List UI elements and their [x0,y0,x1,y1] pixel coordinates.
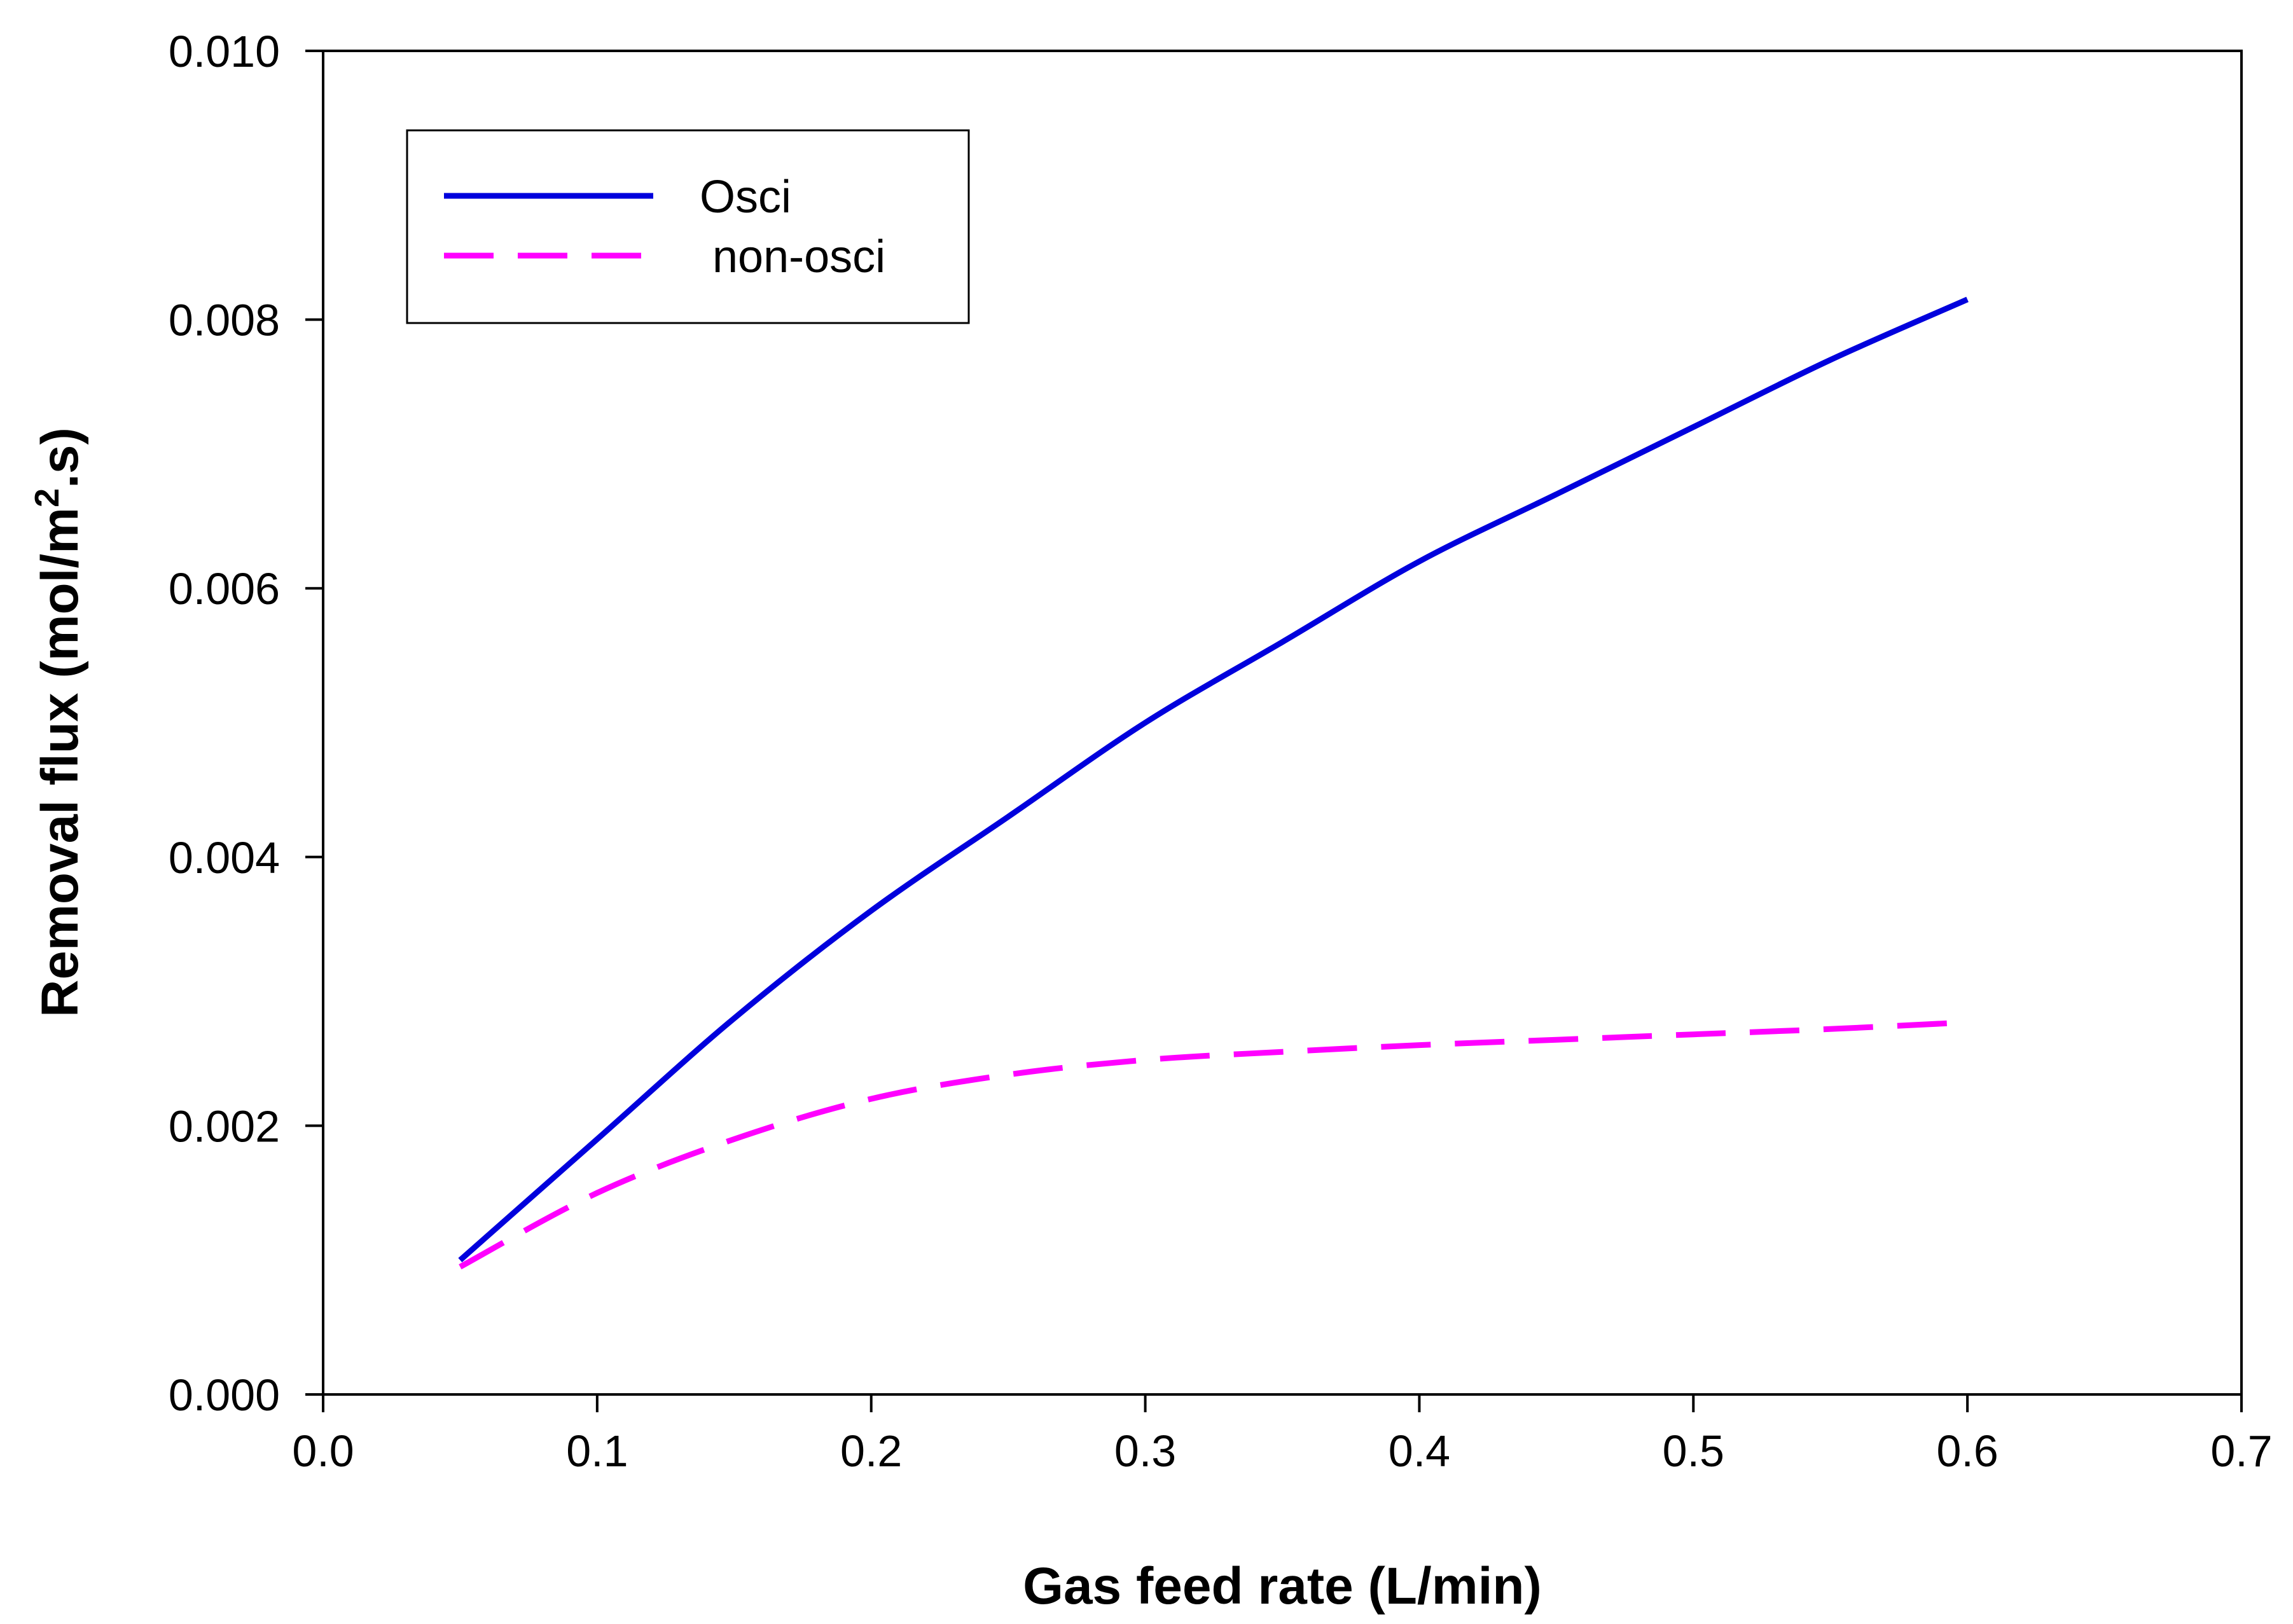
x-tick-label: 0.0 [292,1426,354,1476]
y-axis-title-suffix: .s) [31,427,89,488]
y-tick-label: 0.006 [169,564,280,614]
x-axis: 0.0 0.1 0.2 0.3 0.4 0.5 0.6 0.7 [292,1394,2273,1476]
y-axis-title: Removal flux (mol/m2.s) [28,427,89,1017]
y-axis-title-main: Removal flux (mol/m [31,507,89,1017]
series-line-Osci [458,296,1969,1263]
series-layer [458,296,1969,1270]
y-tick-label: 0.008 [169,296,280,345]
x-tick-label: 0.6 [1936,1426,1998,1476]
y-tick-label: 0.010 [169,27,280,76]
x-tick-label: 0.3 [1114,1426,1176,1476]
y-axis-title-superscript: 2 [28,488,66,507]
legend-label-non-osci: non-osci [700,231,885,282]
plot-area-frame [322,50,2243,1396]
x-axis-title: Gas feed rate (L/min) [1023,1557,1542,1615]
x-tick-label: 0.4 [1389,1426,1450,1476]
y-tick-label: 0.004 [169,833,280,883]
legend: Osci non-osci [406,129,970,324]
x-tick-label: 0.7 [2210,1426,2272,1476]
legend-box [406,129,970,324]
y-axis: 0.000 0.002 0.004 0.006 0.008 0.010 [169,27,323,1420]
x-tick-label: 0.2 [840,1426,902,1476]
y-tick-label: 0.002 [169,1101,280,1151]
legend-label-osci: Osci [700,172,791,223]
series-line-non-osci [459,1019,1968,1270]
y-tick-label: 0.000 [169,1370,280,1420]
x-tick-label: 0.5 [1663,1426,1724,1476]
x-tick-label: 0.1 [566,1426,628,1476]
